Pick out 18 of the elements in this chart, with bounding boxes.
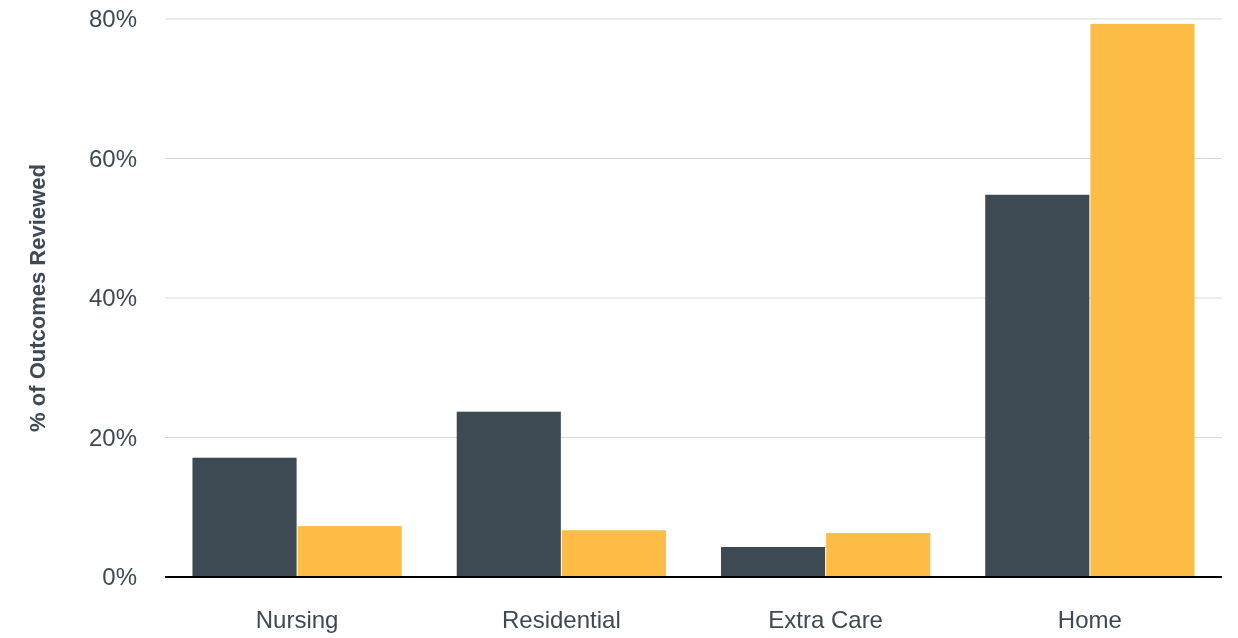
bar [1090, 23, 1195, 577]
y-tick-label: 20% [88, 423, 137, 451]
bar [192, 457, 297, 577]
x-tick-label: Home [1057, 606, 1122, 633]
bar [826, 533, 931, 577]
bar [456, 411, 561, 577]
x-tick-label: Extra Care [768, 606, 883, 633]
y-tick-label: 80% [88, 5, 137, 33]
bar [297, 526, 402, 577]
y-tick-label: 40% [88, 284, 137, 312]
x-tick-label: Residential [502, 606, 621, 633]
bar [985, 194, 1090, 577]
bar [720, 547, 826, 577]
y-tick-label: 60% [88, 144, 137, 172]
x-tick-label: Nursing [255, 606, 339, 633]
y-axis-title: % of Outcomes Reviewed [25, 164, 50, 432]
y-tick-label: 0% [102, 563, 137, 591]
bar [561, 530, 667, 577]
